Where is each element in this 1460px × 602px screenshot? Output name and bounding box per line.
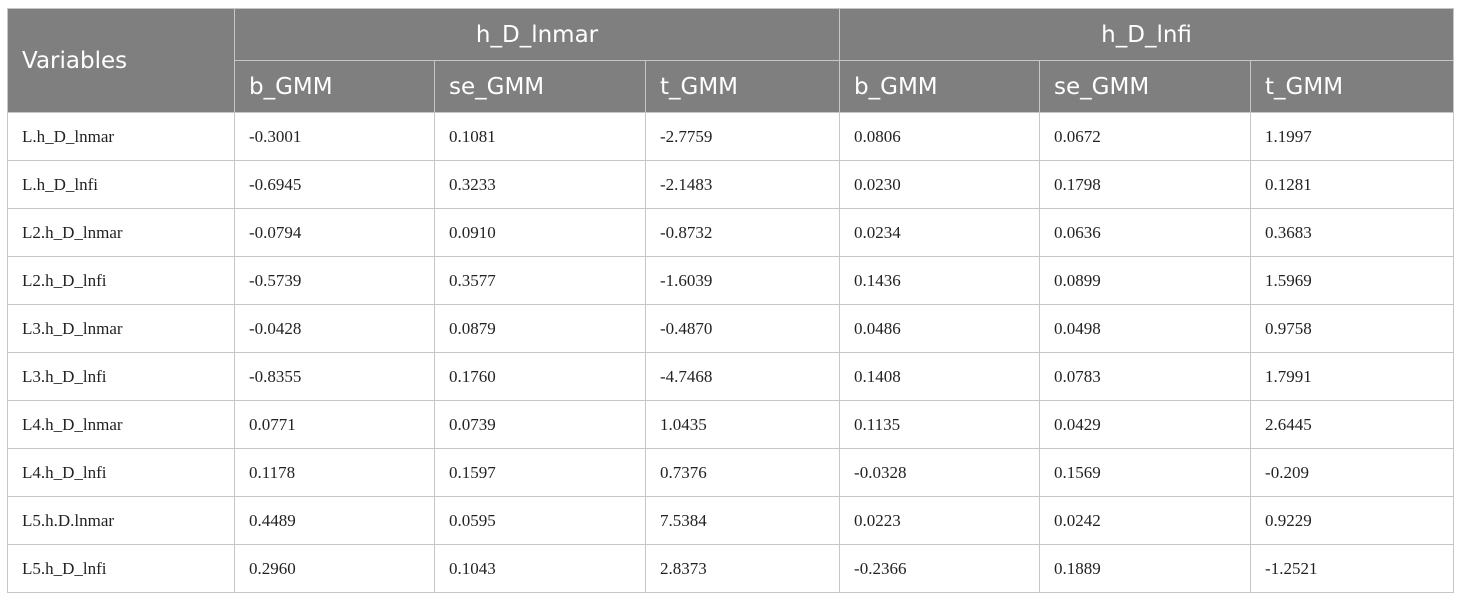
value-cell: 2.8373 bbox=[644, 544, 841, 593]
value-cell: 0.1597 bbox=[434, 448, 646, 497]
value-cell: 0.1135 bbox=[839, 400, 1041, 449]
value-cell: -0.2366 bbox=[839, 544, 1041, 593]
table-row: L5.h_D_lnfi 0.2960 0.1043 2.8373 -0.2366 0.18… bbox=[7, 544, 1455, 593]
value-cell: -0.3001 bbox=[234, 112, 435, 161]
value-cell: -0.0794 bbox=[234, 208, 435, 257]
value-cell: 0.0739 bbox=[434, 400, 646, 449]
table-row: L3.h_D_lnfi -0.8355 0.1760 -4.7468 0.1408 0.0… bbox=[7, 352, 1455, 401]
value-cell: 0.0498 bbox=[1039, 304, 1252, 353]
subheader-b-gmm: b_GMM bbox=[234, 60, 435, 113]
value-cell: 0.0223 bbox=[839, 496, 1041, 545]
value-cell: -2.7759 bbox=[644, 112, 841, 161]
value-cell: 1.7991 bbox=[1250, 352, 1455, 401]
table-body: L.h_D_lnmar -0.3001 0.1081 -2.7759 0.0806 0.0… bbox=[7, 112, 1455, 593]
value-cell: 0.1081 bbox=[434, 112, 646, 161]
variable-cell: L3.h_D_lnfi bbox=[7, 352, 235, 401]
gmm-results-table: Variables h_D_lnmar h_D_lnfi b_GMM se_GM… bbox=[7, 8, 1455, 593]
value-cell: 0.0636 bbox=[1039, 208, 1252, 257]
value-cell: -0.5739 bbox=[234, 256, 435, 305]
value-cell: -4.7468 bbox=[644, 352, 841, 401]
variable-cell: L.h_D_lnfi bbox=[7, 160, 235, 209]
value-cell: -0.0428 bbox=[234, 304, 435, 353]
value-cell: 0.1889 bbox=[1039, 544, 1252, 593]
value-cell: 2.6445 bbox=[1250, 400, 1455, 449]
value-cell: -1.2521 bbox=[1250, 544, 1455, 593]
value-cell: 0.0672 bbox=[1039, 112, 1252, 161]
value-cell: 0.4489 bbox=[234, 496, 435, 545]
subheader-se-gmm: se_GMM bbox=[1039, 60, 1252, 113]
value-cell: 0.1760 bbox=[434, 352, 646, 401]
value-cell: 0.0806 bbox=[839, 112, 1041, 161]
value-cell: 7.5384 bbox=[644, 496, 841, 545]
variable-cell: L2.h_D_lnfi bbox=[7, 256, 235, 305]
value-cell: 0.1436 bbox=[839, 256, 1041, 305]
table-row: L3.h_D_lnmar -0.0428 0.0879 -0.4870 0.0486 0.… bbox=[7, 304, 1455, 353]
variable-cell: L5.h_D_lnfi bbox=[7, 544, 235, 593]
value-cell: 0.3683 bbox=[1250, 208, 1455, 257]
value-cell: -0.4870 bbox=[644, 304, 841, 353]
value-cell: 0.3577 bbox=[434, 256, 646, 305]
value-cell: 0.0234 bbox=[839, 208, 1041, 257]
value-cell: 0.0242 bbox=[1039, 496, 1252, 545]
value-cell: 0.9758 bbox=[1250, 304, 1455, 353]
value-cell: -0.8355 bbox=[234, 352, 435, 401]
value-cell: 0.1178 bbox=[234, 448, 435, 497]
value-cell: 0.3233 bbox=[434, 160, 646, 209]
table-row: L.h_D_lnmar -0.3001 0.1081 -2.7759 0.0806 0.0… bbox=[7, 112, 1455, 161]
value-cell: 0.0879 bbox=[434, 304, 646, 353]
value-cell: 0.7376 bbox=[644, 448, 841, 497]
table-header: Variables h_D_lnmar h_D_lnfi b_GMM se_GM… bbox=[7, 8, 1455, 113]
table-row: L.h_D_lnfi -0.6945 0.3233 -2.1483 0.0230 0.17… bbox=[7, 160, 1455, 209]
value-cell: 0.1281 bbox=[1250, 160, 1455, 209]
results-table-container: Variables h_D_lnmar h_D_lnfi b_GMM se_GM… bbox=[7, 8, 1455, 593]
value-cell: 0.2960 bbox=[234, 544, 435, 593]
variable-cell: L2.h_D_lnmar bbox=[7, 208, 235, 257]
value-cell: 0.0771 bbox=[234, 400, 435, 449]
header-sub-row: b_GMM se_GMM t_GMM b_GMM se_GMM t_GMM bbox=[8, 60, 1455, 113]
group-header-lnfi: h_D_lnfi bbox=[839, 8, 1455, 61]
table-row: L5.h.D.lnmar 0.4489 0.0595 7.5384 0.0223 0.02… bbox=[7, 496, 1455, 545]
variable-cell: L5.h.D.lnmar bbox=[7, 496, 235, 545]
variables-header: Variables bbox=[7, 8, 235, 113]
value-cell: 1.0435 bbox=[644, 400, 841, 449]
value-cell: 0.1043 bbox=[434, 544, 646, 593]
value-cell: 0.9229 bbox=[1250, 496, 1455, 545]
value-cell: 0.0230 bbox=[839, 160, 1041, 209]
value-cell: 0.1798 bbox=[1039, 160, 1252, 209]
group-header-lnmar: h_D_lnmar bbox=[233, 8, 841, 61]
value-cell: 0.0486 bbox=[839, 304, 1041, 353]
subheader-se-gmm: se_GMM bbox=[434, 60, 646, 113]
value-cell: 0.0899 bbox=[1039, 256, 1252, 305]
value-cell: 0.0595 bbox=[434, 496, 646, 545]
value-cell: 0.1569 bbox=[1039, 448, 1252, 497]
subheader-t-gmm: t_GMM bbox=[1250, 60, 1455, 113]
value-cell: 0.0429 bbox=[1039, 400, 1252, 449]
table-row: L2.h_D_lnfi -0.5739 0.3577 -1.6039 0.1436 0.0… bbox=[7, 256, 1455, 305]
variable-cell: L.h_D_lnmar bbox=[7, 112, 235, 161]
header-group-row: Variables h_D_lnmar h_D_lnfi bbox=[7, 8, 1455, 113]
variable-cell: L4.h_D_lnfi bbox=[7, 448, 235, 497]
table-row: L4.h_D_lnfi 0.1178 0.1597 0.7376 -0.0328 0.15… bbox=[7, 448, 1455, 497]
table-row: L4.h_D_lnmar 0.0771 0.0739 1.0435 0.1135 0.04… bbox=[7, 400, 1455, 449]
subheader-b-gmm: b_GMM bbox=[839, 60, 1041, 113]
value-cell: 0.0783 bbox=[1039, 352, 1252, 401]
value-cell: 1.5969 bbox=[1250, 256, 1455, 305]
table-row: L2.h_D_lnmar -0.0794 0.0910 -0.8732 0.0234 0.… bbox=[7, 208, 1455, 257]
value-cell: -0.6945 bbox=[234, 160, 435, 209]
subheader-t-gmm: t_GMM bbox=[644, 60, 841, 113]
value-cell: 0.0910 bbox=[434, 208, 646, 257]
value-cell: -0.209 bbox=[1250, 448, 1455, 497]
value-cell: 1.1997 bbox=[1250, 112, 1455, 161]
value-cell: -2.1483 bbox=[644, 160, 841, 209]
value-cell: -0.0328 bbox=[839, 448, 1041, 497]
value-cell: -1.6039 bbox=[644, 256, 841, 305]
variable-cell: L3.h_D_lnmar bbox=[7, 304, 235, 353]
variable-cell: L4.h_D_lnmar bbox=[7, 400, 235, 449]
value-cell: -0.8732 bbox=[644, 208, 841, 257]
value-cell: 0.1408 bbox=[839, 352, 1041, 401]
